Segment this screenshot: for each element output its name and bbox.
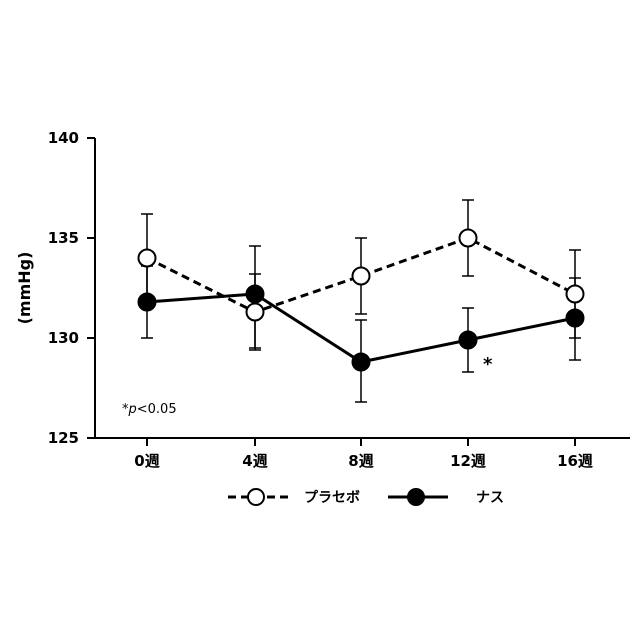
legend-placebo-label: プラセボ bbox=[304, 490, 360, 506]
x-tick-label: 4週 bbox=[242, 452, 267, 470]
note-value: <0.05 bbox=[137, 402, 177, 417]
legend: プラセボ ナス bbox=[228, 488, 504, 506]
x-tick-label: 0週 bbox=[134, 452, 159, 470]
significance-marker: * bbox=[483, 354, 493, 375]
data-point-1-1 bbox=[245, 284, 265, 304]
data-point-0-0 bbox=[137, 248, 157, 268]
series-line-0 bbox=[146, 236, 576, 314]
legend-eggplant-marker bbox=[407, 488, 425, 506]
data-point-1-2 bbox=[351, 352, 371, 372]
y-tick-label: 140 bbox=[48, 129, 79, 147]
x-tick-label: 12週 bbox=[450, 452, 486, 470]
data-point-0-2 bbox=[351, 266, 371, 286]
data-point-1-0 bbox=[137, 292, 157, 312]
note-p: p bbox=[128, 402, 137, 417]
data-point-0-1 bbox=[245, 302, 265, 322]
y-tick-label: 125 bbox=[48, 429, 79, 447]
data-point-0-4 bbox=[565, 284, 585, 304]
data-point-0-3 bbox=[458, 228, 478, 248]
x-tick-label: 16週 bbox=[557, 452, 593, 470]
y-tick-label: 130 bbox=[48, 329, 79, 347]
legend-placebo-marker bbox=[247, 488, 265, 506]
p-value-note: *p<0.05 bbox=[122, 402, 177, 417]
y-axis-title: (mmHg) bbox=[15, 252, 34, 325]
data-point-1-4 bbox=[565, 308, 585, 328]
data-point-1-3 bbox=[458, 330, 478, 350]
note-star: * bbox=[122, 402, 129, 417]
legend-eggplant-label: ナス bbox=[476, 490, 504, 506]
y-tick-label: 135 bbox=[48, 229, 79, 247]
x-tick-label: 8週 bbox=[348, 452, 373, 470]
